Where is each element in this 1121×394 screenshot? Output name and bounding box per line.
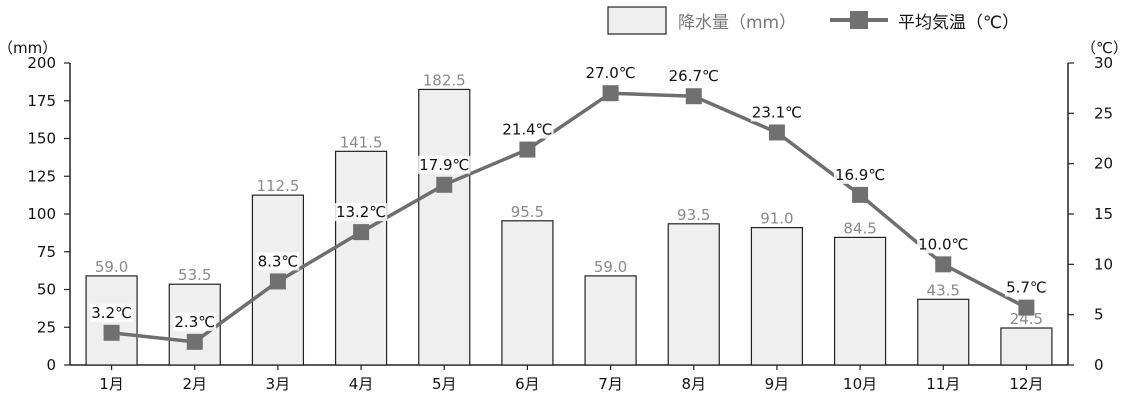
temperature-data-label: 2.3℃ bbox=[174, 313, 215, 331]
left-tick-label: 25 bbox=[37, 318, 56, 336]
right-tick-label: 30 bbox=[1094, 54, 1113, 72]
x-tick-label: 11月 bbox=[926, 375, 960, 393]
temperature-marker bbox=[1018, 299, 1035, 316]
x-tick-label: 2月 bbox=[182, 375, 207, 393]
right-axis-unit-label: （℃） bbox=[1081, 39, 1121, 57]
temperature-data-label: 21.4℃ bbox=[502, 121, 552, 139]
precipitation-data-label: 182.5 bbox=[423, 71, 466, 89]
precipitation-data-label: 93.5 bbox=[677, 206, 710, 224]
temperature-marker bbox=[519, 141, 536, 158]
temperature-marker bbox=[602, 85, 619, 102]
left-tick-label: 125 bbox=[27, 167, 56, 185]
x-tick-label: 5月 bbox=[432, 375, 457, 393]
left-tick-label: 100 bbox=[27, 205, 56, 223]
x-tick-label: 1月 bbox=[99, 375, 124, 393]
left-axis-unit-label: （mm） bbox=[0, 39, 57, 57]
temperature-data-label: 13.2℃ bbox=[336, 203, 386, 221]
temperature-marker bbox=[685, 88, 702, 105]
temperature-marker bbox=[103, 324, 120, 341]
left-tick-label: 175 bbox=[27, 92, 56, 110]
temperature-marker bbox=[768, 124, 785, 141]
precipitation-data-label: 112.5 bbox=[256, 177, 299, 195]
left-tick-label: 200 bbox=[27, 54, 56, 72]
left-axis: （mm） bbox=[0, 39, 57, 57]
precipitation-bar bbox=[667, 223, 720, 366]
right-axis: （℃） bbox=[1081, 39, 1121, 57]
temperature-data-label: 23.1℃ bbox=[752, 103, 802, 121]
precipitation-data-label: 53.5 bbox=[178, 266, 211, 284]
temperature-data-label: 5.7℃ bbox=[1006, 279, 1047, 297]
x-tick-label: 3月 bbox=[266, 375, 291, 393]
precipitation-data-label: 84.5 bbox=[843, 219, 876, 237]
left-tick-label: 150 bbox=[27, 130, 56, 148]
precipitation-data-label: 91.0 bbox=[760, 210, 793, 228]
x-tick-label: 7月 bbox=[598, 375, 623, 393]
precipitation-data-label: 59.0 bbox=[95, 258, 128, 276]
right-tick-label: 0 bbox=[1094, 356, 1104, 374]
temperature-marker bbox=[852, 186, 869, 203]
legend-label-temperature: 平均気温（℃） bbox=[898, 13, 1019, 33]
x-tick-label: 6月 bbox=[515, 375, 540, 393]
precipitation-data-label: 95.5 bbox=[511, 203, 544, 221]
temperature-data-label-bg bbox=[90, 303, 133, 322]
precipitation-data-label: 24.5 bbox=[1010, 310, 1043, 328]
temperature-data-label: 26.7℃ bbox=[669, 67, 719, 85]
right-tick-label: 5 bbox=[1094, 306, 1104, 324]
precipitation-data-label: 59.0 bbox=[594, 258, 627, 276]
precipitation-bar bbox=[1000, 327, 1053, 366]
x-tick-label: 4月 bbox=[349, 375, 374, 393]
temperature-data-label-bg bbox=[256, 252, 300, 271]
temperature-marker bbox=[353, 224, 370, 241]
plot-area: 0 25 50 75 100 125 150 175 200 0 5 10 15 20 25 30 1月 2月 3月… bbox=[27, 54, 1113, 393]
temperature-marker bbox=[186, 333, 203, 350]
precipitation-bar bbox=[917, 298, 970, 366]
temperature-data-label-bg bbox=[1005, 278, 1048, 297]
temperature-line bbox=[111, 91, 1028, 344]
precipitation-bar bbox=[584, 275, 637, 366]
temperature-data-label-bg bbox=[418, 155, 471, 174]
legend-marker-swatch bbox=[850, 11, 868, 29]
temperature-data-label-bg bbox=[584, 64, 637, 83]
temperature-data-label: 16.9℃ bbox=[835, 166, 885, 184]
legend-label-precipitation: 降水量（mm） bbox=[678, 13, 796, 33]
precipitation-bar bbox=[418, 88, 471, 366]
temperature-marker bbox=[935, 256, 952, 273]
right-tick-label: 10 bbox=[1094, 255, 1113, 273]
precipitation-data-label: 141.5 bbox=[340, 133, 383, 151]
precipitation-bar bbox=[833, 236, 887, 366]
temperature-data-label: 3.2℃ bbox=[91, 304, 132, 322]
left-tick-label: 50 bbox=[37, 281, 56, 299]
temperature-data-label: 10.0℃ bbox=[918, 235, 968, 253]
temperature-data-label-bg bbox=[667, 67, 720, 86]
precipitation-data-label: 43.5 bbox=[927, 281, 960, 299]
precipitation-bar bbox=[501, 220, 554, 366]
x-tick-label: 10月 bbox=[843, 375, 877, 393]
left-tick-label: 0 bbox=[46, 356, 56, 374]
temperature-data-label: 17.9℃ bbox=[419, 156, 469, 174]
temperature-data-label: 8.3℃ bbox=[258, 252, 299, 270]
precipitation-bar bbox=[334, 150, 388, 366]
legend-bar-swatch bbox=[607, 6, 667, 35]
x-tick-label: 8月 bbox=[681, 375, 706, 393]
right-tick-label: 20 bbox=[1094, 155, 1113, 173]
x-tick-label: 9月 bbox=[765, 375, 790, 393]
temperature-data-label: 27.0℃ bbox=[585, 64, 635, 82]
temperature-data-label-bg bbox=[501, 120, 554, 139]
temperature-data-label-bg bbox=[173, 312, 217, 331]
right-tick-label: 25 bbox=[1094, 104, 1113, 122]
x-tick-label: 12月 bbox=[1009, 375, 1043, 393]
temperature-data-label-bg bbox=[833, 165, 887, 184]
temperature-data-label-bg bbox=[750, 103, 804, 122]
temperature-marker bbox=[269, 273, 286, 290]
left-tick-label: 75 bbox=[37, 243, 56, 261]
temperature-data-label-bg bbox=[334, 203, 388, 222]
precipitation-bar bbox=[750, 226, 804, 366]
right-tick-label: 15 bbox=[1094, 205, 1113, 223]
temperature-marker bbox=[436, 176, 453, 193]
temperature-data-label-bg bbox=[917, 235, 970, 254]
legend: 降水量（mm） 平均気温（℃） bbox=[607, 6, 1019, 35]
